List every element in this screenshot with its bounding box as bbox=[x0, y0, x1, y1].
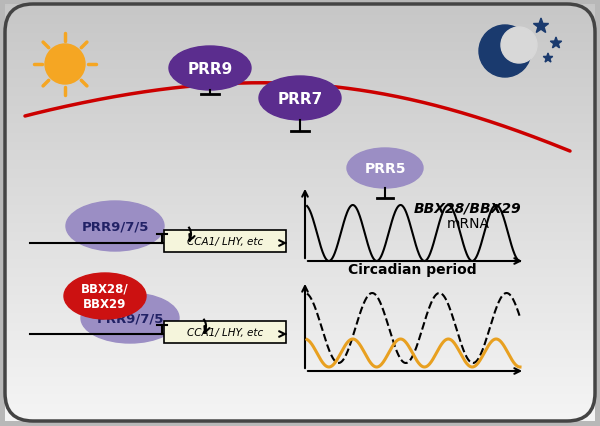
Ellipse shape bbox=[66, 201, 164, 251]
Ellipse shape bbox=[81, 294, 179, 343]
Ellipse shape bbox=[169, 47, 251, 91]
FancyBboxPatch shape bbox=[164, 321, 286, 343]
Text: PRR9/7/5: PRR9/7/5 bbox=[82, 220, 149, 233]
Text: PRR9: PRR9 bbox=[187, 61, 233, 76]
Circle shape bbox=[45, 45, 85, 85]
Text: BBX28/BBX29: BBX28/BBX29 bbox=[414, 201, 522, 216]
Circle shape bbox=[501, 28, 537, 64]
Text: Circadian period: Circadian period bbox=[347, 262, 476, 276]
Ellipse shape bbox=[64, 273, 146, 319]
Polygon shape bbox=[543, 54, 553, 63]
Text: CCA1/ LHY, etc: CCA1/ LHY, etc bbox=[187, 327, 263, 337]
Circle shape bbox=[479, 26, 531, 78]
Text: PRR7: PRR7 bbox=[277, 91, 323, 106]
Polygon shape bbox=[533, 19, 548, 33]
Text: PRR5: PRR5 bbox=[364, 161, 406, 176]
Polygon shape bbox=[550, 38, 562, 49]
Text: BBX28/
BBX29: BBX28/ BBX29 bbox=[81, 282, 129, 310]
Text: PRR9/7/5: PRR9/7/5 bbox=[97, 312, 164, 325]
Text: mRNA: mRNA bbox=[446, 216, 490, 230]
Ellipse shape bbox=[259, 77, 341, 121]
Text: CCA1/ LHY, etc: CCA1/ LHY, etc bbox=[187, 236, 263, 246]
Ellipse shape bbox=[347, 149, 423, 189]
FancyBboxPatch shape bbox=[164, 230, 286, 253]
